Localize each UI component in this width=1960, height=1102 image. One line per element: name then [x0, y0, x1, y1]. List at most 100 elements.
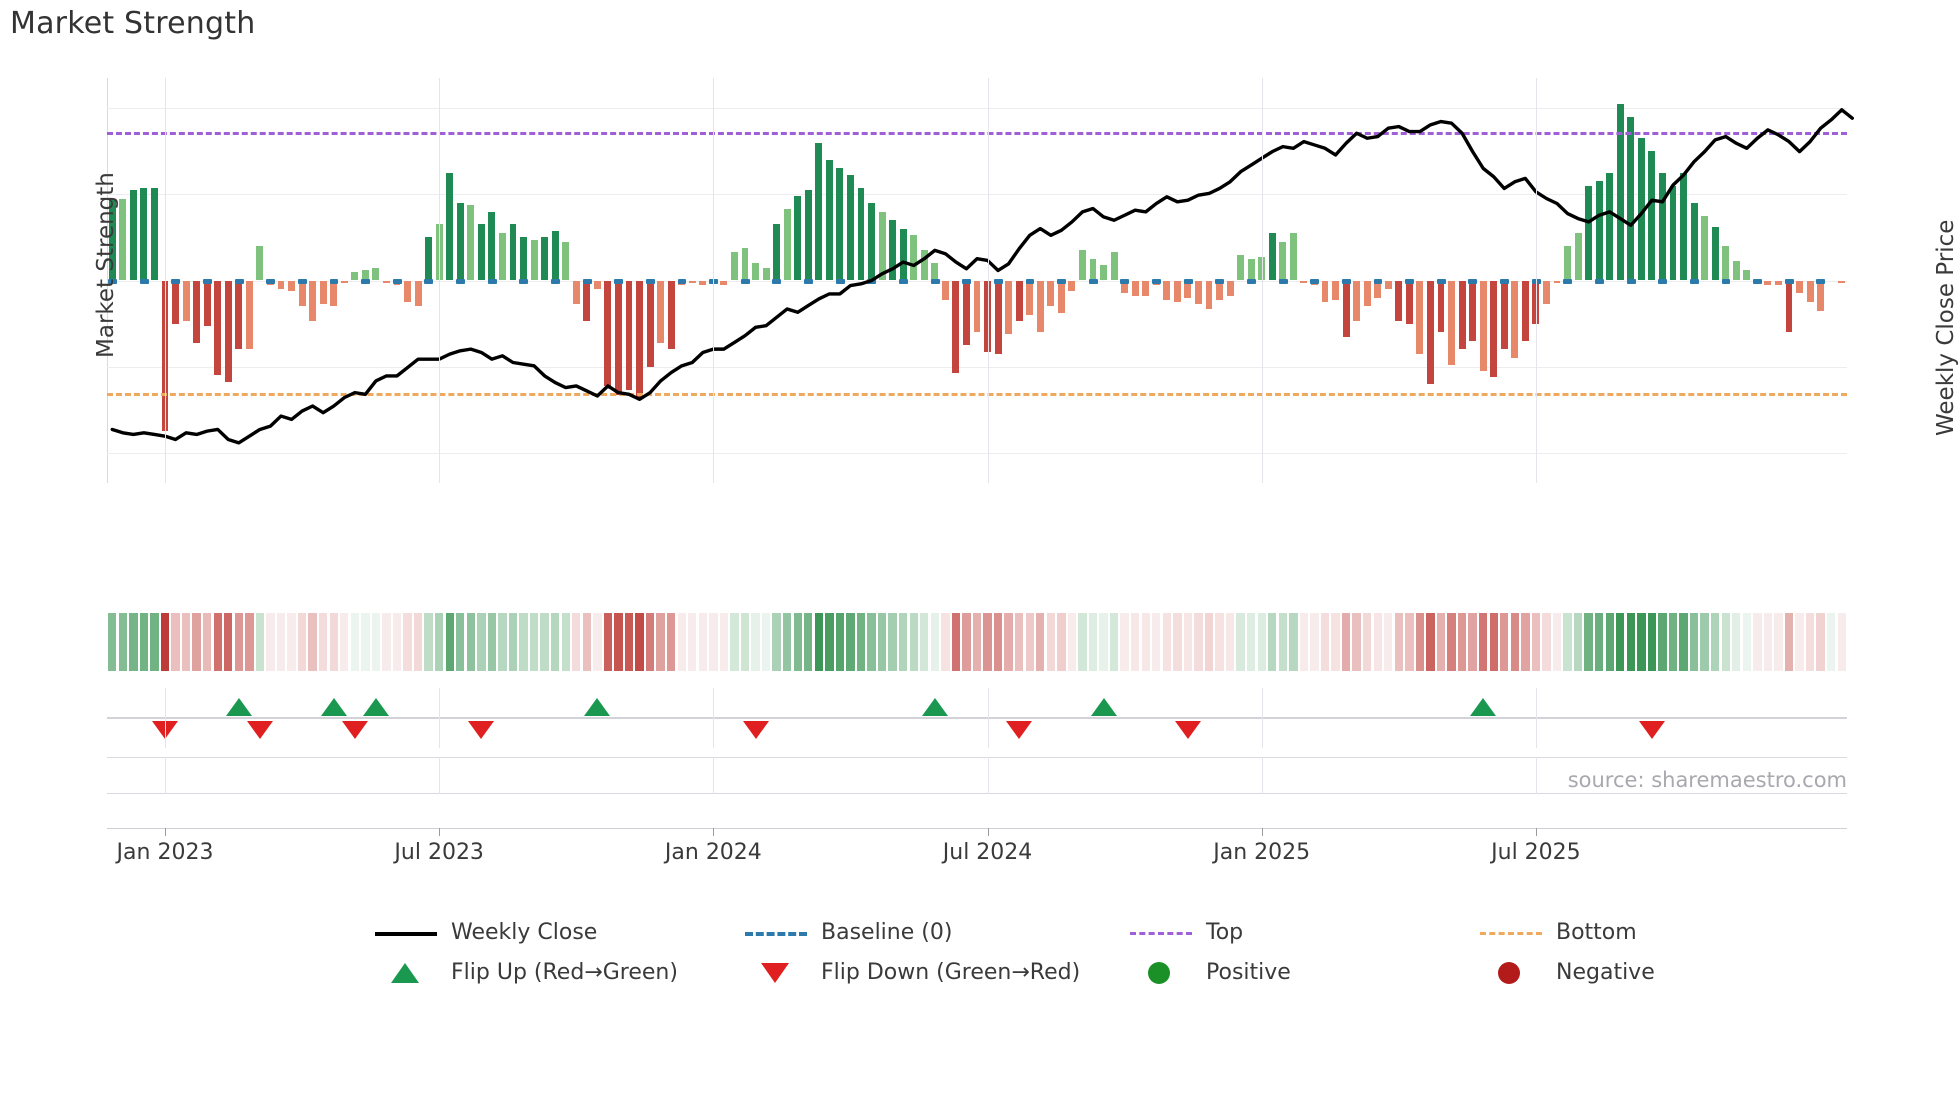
heatmap-cell	[1816, 613, 1825, 671]
heatmap-cell	[666, 613, 676, 671]
legend-item-flip-down-green-red[interactable]: Flip Down (Green→Red)	[745, 960, 1080, 985]
strength-bar	[1226, 280, 1234, 296]
strength-bar	[1585, 185, 1593, 281]
strength-bar	[119, 198, 127, 281]
legend-item-flip-up-red-green[interactable]: Flip Up (Red→Green)	[375, 960, 678, 985]
heatmap-cell	[698, 613, 708, 671]
strength-bar	[846, 174, 854, 281]
heatmap-cell	[1489, 613, 1498, 671]
strength-bar	[572, 280, 580, 305]
strength-bar	[1606, 172, 1614, 281]
heatmap-cell	[1088, 613, 1098, 671]
x-guide-line	[165, 757, 166, 794]
heatmap-cell	[1362, 613, 1372, 671]
heatmap-cell	[582, 613, 592, 671]
heatmap-cell	[1510, 613, 1520, 671]
baseline-dash	[582, 278, 592, 284]
strength-bar	[1448, 280, 1456, 365]
heatmap-cell	[1637, 613, 1646, 671]
legend-row-primary: Weekly Close Baseline (0) Top Bottom	[0, 920, 1960, 960]
legend-label: Flip Up (Red→Green)	[451, 960, 678, 985]
heatmap-cell	[224, 613, 233, 671]
heatmap-cell	[1004, 613, 1013, 671]
heatmap-cell	[445, 613, 454, 671]
legend-item-bottom[interactable]: Bottom	[1480, 920, 1637, 945]
source-caption: source: sharemaestro.com	[1567, 768, 1847, 792]
heatmap-cell	[1763, 613, 1773, 671]
heatmap-cell	[951, 613, 961, 671]
heatmap-cell	[519, 613, 528, 671]
baseline-dash	[234, 278, 244, 284]
baseline-dash	[1816, 278, 1826, 284]
strength-bar	[541, 237, 549, 281]
heatmap-cell	[656, 613, 665, 671]
strength-bar	[1680, 172, 1688, 281]
heatmap-cell	[1246, 613, 1256, 671]
strength-bar	[1068, 280, 1076, 292]
strength-bar	[1279, 241, 1287, 281]
strength-bar	[1711, 226, 1719, 281]
heatmap-cell	[1278, 613, 1288, 671]
heatmap-cell	[1573, 613, 1583, 671]
strength-bar	[1384, 280, 1392, 290]
strength-bar	[1405, 280, 1413, 324]
baseline-dash	[139, 278, 149, 284]
heatmap-cell	[814, 613, 824, 671]
strength-bar	[551, 230, 559, 281]
heatmap-cell	[856, 613, 866, 671]
heatmap-cell	[593, 613, 602, 671]
heatmap-cell	[719, 613, 729, 671]
strength-bar	[889, 220, 897, 281]
flip-down-marker	[1174, 721, 1201, 739]
heatmap-cell	[572, 613, 581, 671]
heatmap-cell	[1141, 613, 1150, 671]
heatmap-cell	[1289, 613, 1298, 671]
heatmap-cell	[1162, 613, 1172, 671]
heatmap-cell	[1795, 613, 1804, 671]
triangle-up-icon	[375, 962, 437, 984]
strength-bar	[1542, 280, 1550, 305]
strength-bar	[288, 280, 296, 292]
strength-bar	[1838, 280, 1846, 283]
baseline-dash	[1057, 278, 1067, 284]
baseline-dash	[361, 278, 371, 284]
legend-item-baseline-0[interactable]: Baseline (0)	[745, 920, 952, 945]
baseline-dash	[1246, 278, 1256, 284]
strength-bar	[1184, 280, 1192, 298]
heatmap-cell	[150, 613, 159, 671]
legend-label: Positive	[1206, 960, 1291, 985]
heatmap-cell	[276, 613, 286, 671]
heatmap-cell	[202, 613, 212, 671]
strength-bar	[277, 280, 285, 290]
strength-bar	[1732, 261, 1740, 281]
baseline-dash	[835, 278, 845, 284]
legend-row-secondary: Flip Up (Red→Green) Flip Down (Green→Red)…	[0, 960, 1960, 1000]
x-guide-line	[1535, 78, 1537, 483]
strength-bar	[1658, 172, 1666, 281]
heatmap-cell	[962, 613, 971, 671]
strength-bar	[1722, 246, 1730, 281]
strength-bar	[309, 280, 317, 322]
heatmap-cell	[1373, 613, 1382, 671]
heatmap-cell	[846, 613, 855, 671]
heatmap-cell	[1173, 613, 1182, 671]
baseline-dash	[266, 278, 276, 284]
x-guide-line	[987, 78, 989, 483]
strength-bar	[1216, 280, 1224, 300]
strength-bar	[1416, 280, 1424, 354]
legend-item-positive[interactable]: Positive	[1130, 960, 1291, 985]
strength-bar	[477, 224, 485, 281]
heatmap-cell	[1542, 613, 1551, 671]
strength-bar	[1564, 246, 1572, 281]
strength-bar	[1648, 151, 1656, 281]
strength-bar	[108, 198, 116, 281]
flip-down-marker	[1638, 721, 1665, 739]
strength-bar	[456, 202, 464, 281]
baseline-dash	[1468, 278, 1478, 284]
legend-item-weekly-close[interactable]: Weekly Close	[375, 920, 597, 945]
heatmap-cell	[825, 613, 834, 671]
legend-item-negative[interactable]: Negative	[1480, 960, 1655, 985]
strength-bar	[1426, 280, 1434, 384]
legend-item-top[interactable]: Top	[1130, 920, 1243, 945]
strength-bar	[425, 237, 433, 281]
